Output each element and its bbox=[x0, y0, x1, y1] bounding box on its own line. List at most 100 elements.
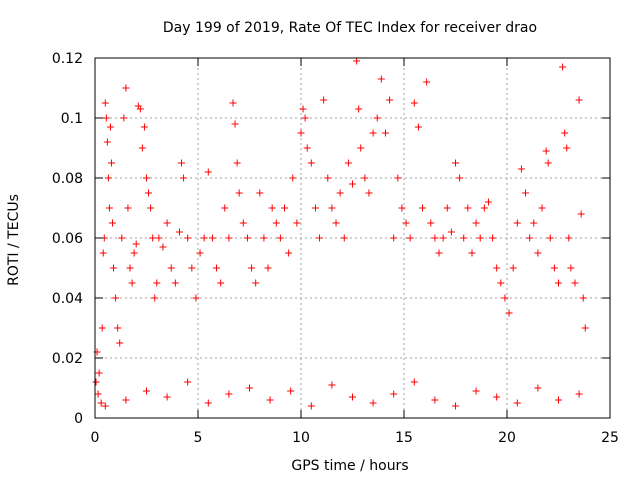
data-point bbox=[349, 393, 356, 401]
data-point bbox=[538, 204, 546, 212]
data-point bbox=[217, 279, 225, 287]
data-point bbox=[112, 294, 120, 302]
data-point bbox=[559, 63, 567, 71]
y-axis-ticks: 0 0.02 0.04 0.06 0.08 0.1 0.12 bbox=[52, 51, 610, 427]
data-point bbox=[336, 189, 344, 197]
data-point bbox=[530, 219, 538, 227]
data-point bbox=[410, 378, 418, 386]
data-point bbox=[357, 144, 365, 152]
data-point bbox=[200, 234, 208, 242]
data-point bbox=[340, 234, 348, 242]
data-point bbox=[92, 378, 100, 386]
data-point bbox=[390, 390, 398, 398]
data-point bbox=[105, 204, 113, 212]
data-point bbox=[493, 393, 501, 401]
data-point bbox=[204, 168, 212, 176]
data-point bbox=[369, 399, 377, 407]
data-point bbox=[377, 75, 385, 83]
data-point bbox=[159, 243, 167, 251]
data-point bbox=[116, 339, 124, 347]
data-point bbox=[565, 234, 573, 242]
data-point bbox=[229, 99, 237, 107]
data-point bbox=[460, 234, 468, 242]
data-point bbox=[575, 390, 583, 398]
data-point bbox=[581, 324, 589, 332]
data-point bbox=[489, 234, 497, 242]
data-point bbox=[390, 234, 398, 242]
data-point bbox=[410, 99, 418, 107]
data-point bbox=[264, 264, 272, 272]
data-point bbox=[571, 279, 579, 287]
data-point bbox=[98, 324, 106, 332]
data-point bbox=[328, 204, 336, 212]
data-point bbox=[406, 234, 414, 242]
y-tick-label: 0.06 bbox=[52, 231, 83, 247]
data-point bbox=[167, 264, 175, 272]
data-point bbox=[513, 219, 521, 227]
data-point bbox=[349, 180, 356, 188]
data-point bbox=[513, 399, 521, 407]
data-point bbox=[476, 234, 484, 242]
data-point bbox=[534, 249, 542, 257]
y-tick-label: 0.02 bbox=[52, 351, 83, 367]
data-point bbox=[386, 96, 394, 104]
data-point bbox=[97, 399, 105, 407]
data-point bbox=[480, 204, 488, 212]
data-point bbox=[299, 105, 307, 113]
data-point bbox=[180, 174, 188, 182]
data-point bbox=[369, 129, 377, 137]
data-point bbox=[402, 219, 410, 227]
data-point bbox=[555, 396, 562, 404]
x-axis-ticks: 0 5 10 15 20 25 bbox=[91, 58, 619, 446]
data-point bbox=[452, 402, 459, 410]
x-tick-label: 15 bbox=[395, 430, 413, 446]
data-point bbox=[575, 96, 583, 104]
data-point bbox=[235, 189, 243, 197]
data-point bbox=[95, 369, 103, 377]
data-point bbox=[225, 234, 233, 242]
data-point bbox=[120, 114, 128, 122]
data-point bbox=[208, 234, 216, 242]
data-point bbox=[128, 279, 136, 287]
data-point bbox=[221, 204, 229, 212]
data-point bbox=[101, 99, 109, 107]
data-point bbox=[472, 387, 480, 395]
data-point bbox=[307, 159, 315, 167]
data-point bbox=[188, 264, 196, 272]
data-point bbox=[99, 249, 107, 257]
data-point bbox=[447, 228, 455, 236]
data-point bbox=[243, 234, 251, 242]
data-point bbox=[140, 123, 148, 131]
data-point bbox=[355, 105, 363, 113]
data-point bbox=[311, 204, 319, 212]
data-point bbox=[344, 159, 352, 167]
data-point bbox=[231, 120, 239, 128]
data-point bbox=[246, 384, 253, 392]
y-axis-title: ROTI / TECUs bbox=[6, 194, 22, 286]
data-point bbox=[233, 159, 241, 167]
data-point bbox=[102, 114, 110, 122]
data-point bbox=[472, 219, 480, 227]
data-point bbox=[544, 159, 552, 167]
x-tick-label: 5 bbox=[194, 430, 203, 446]
data-point bbox=[109, 219, 117, 227]
x-tick-label: 0 bbox=[91, 430, 100, 446]
data-point bbox=[132, 240, 140, 248]
data-point bbox=[493, 264, 501, 272]
data-point bbox=[94, 390, 102, 398]
data-point bbox=[316, 234, 324, 242]
data-point bbox=[398, 204, 406, 212]
data-point bbox=[122, 84, 130, 92]
data-point bbox=[423, 78, 431, 86]
data-point bbox=[431, 396, 439, 404]
data-point bbox=[464, 204, 472, 212]
data-point bbox=[534, 384, 542, 392]
data-point bbox=[505, 309, 513, 317]
chart-title: Day 199 of 2019, Rate Of TEC Index for r… bbox=[163, 20, 537, 36]
data-point bbox=[361, 174, 369, 182]
x-tick-label: 10 bbox=[292, 430, 310, 446]
data-point bbox=[526, 234, 534, 242]
data-point bbox=[114, 324, 122, 332]
data-point bbox=[419, 204, 427, 212]
